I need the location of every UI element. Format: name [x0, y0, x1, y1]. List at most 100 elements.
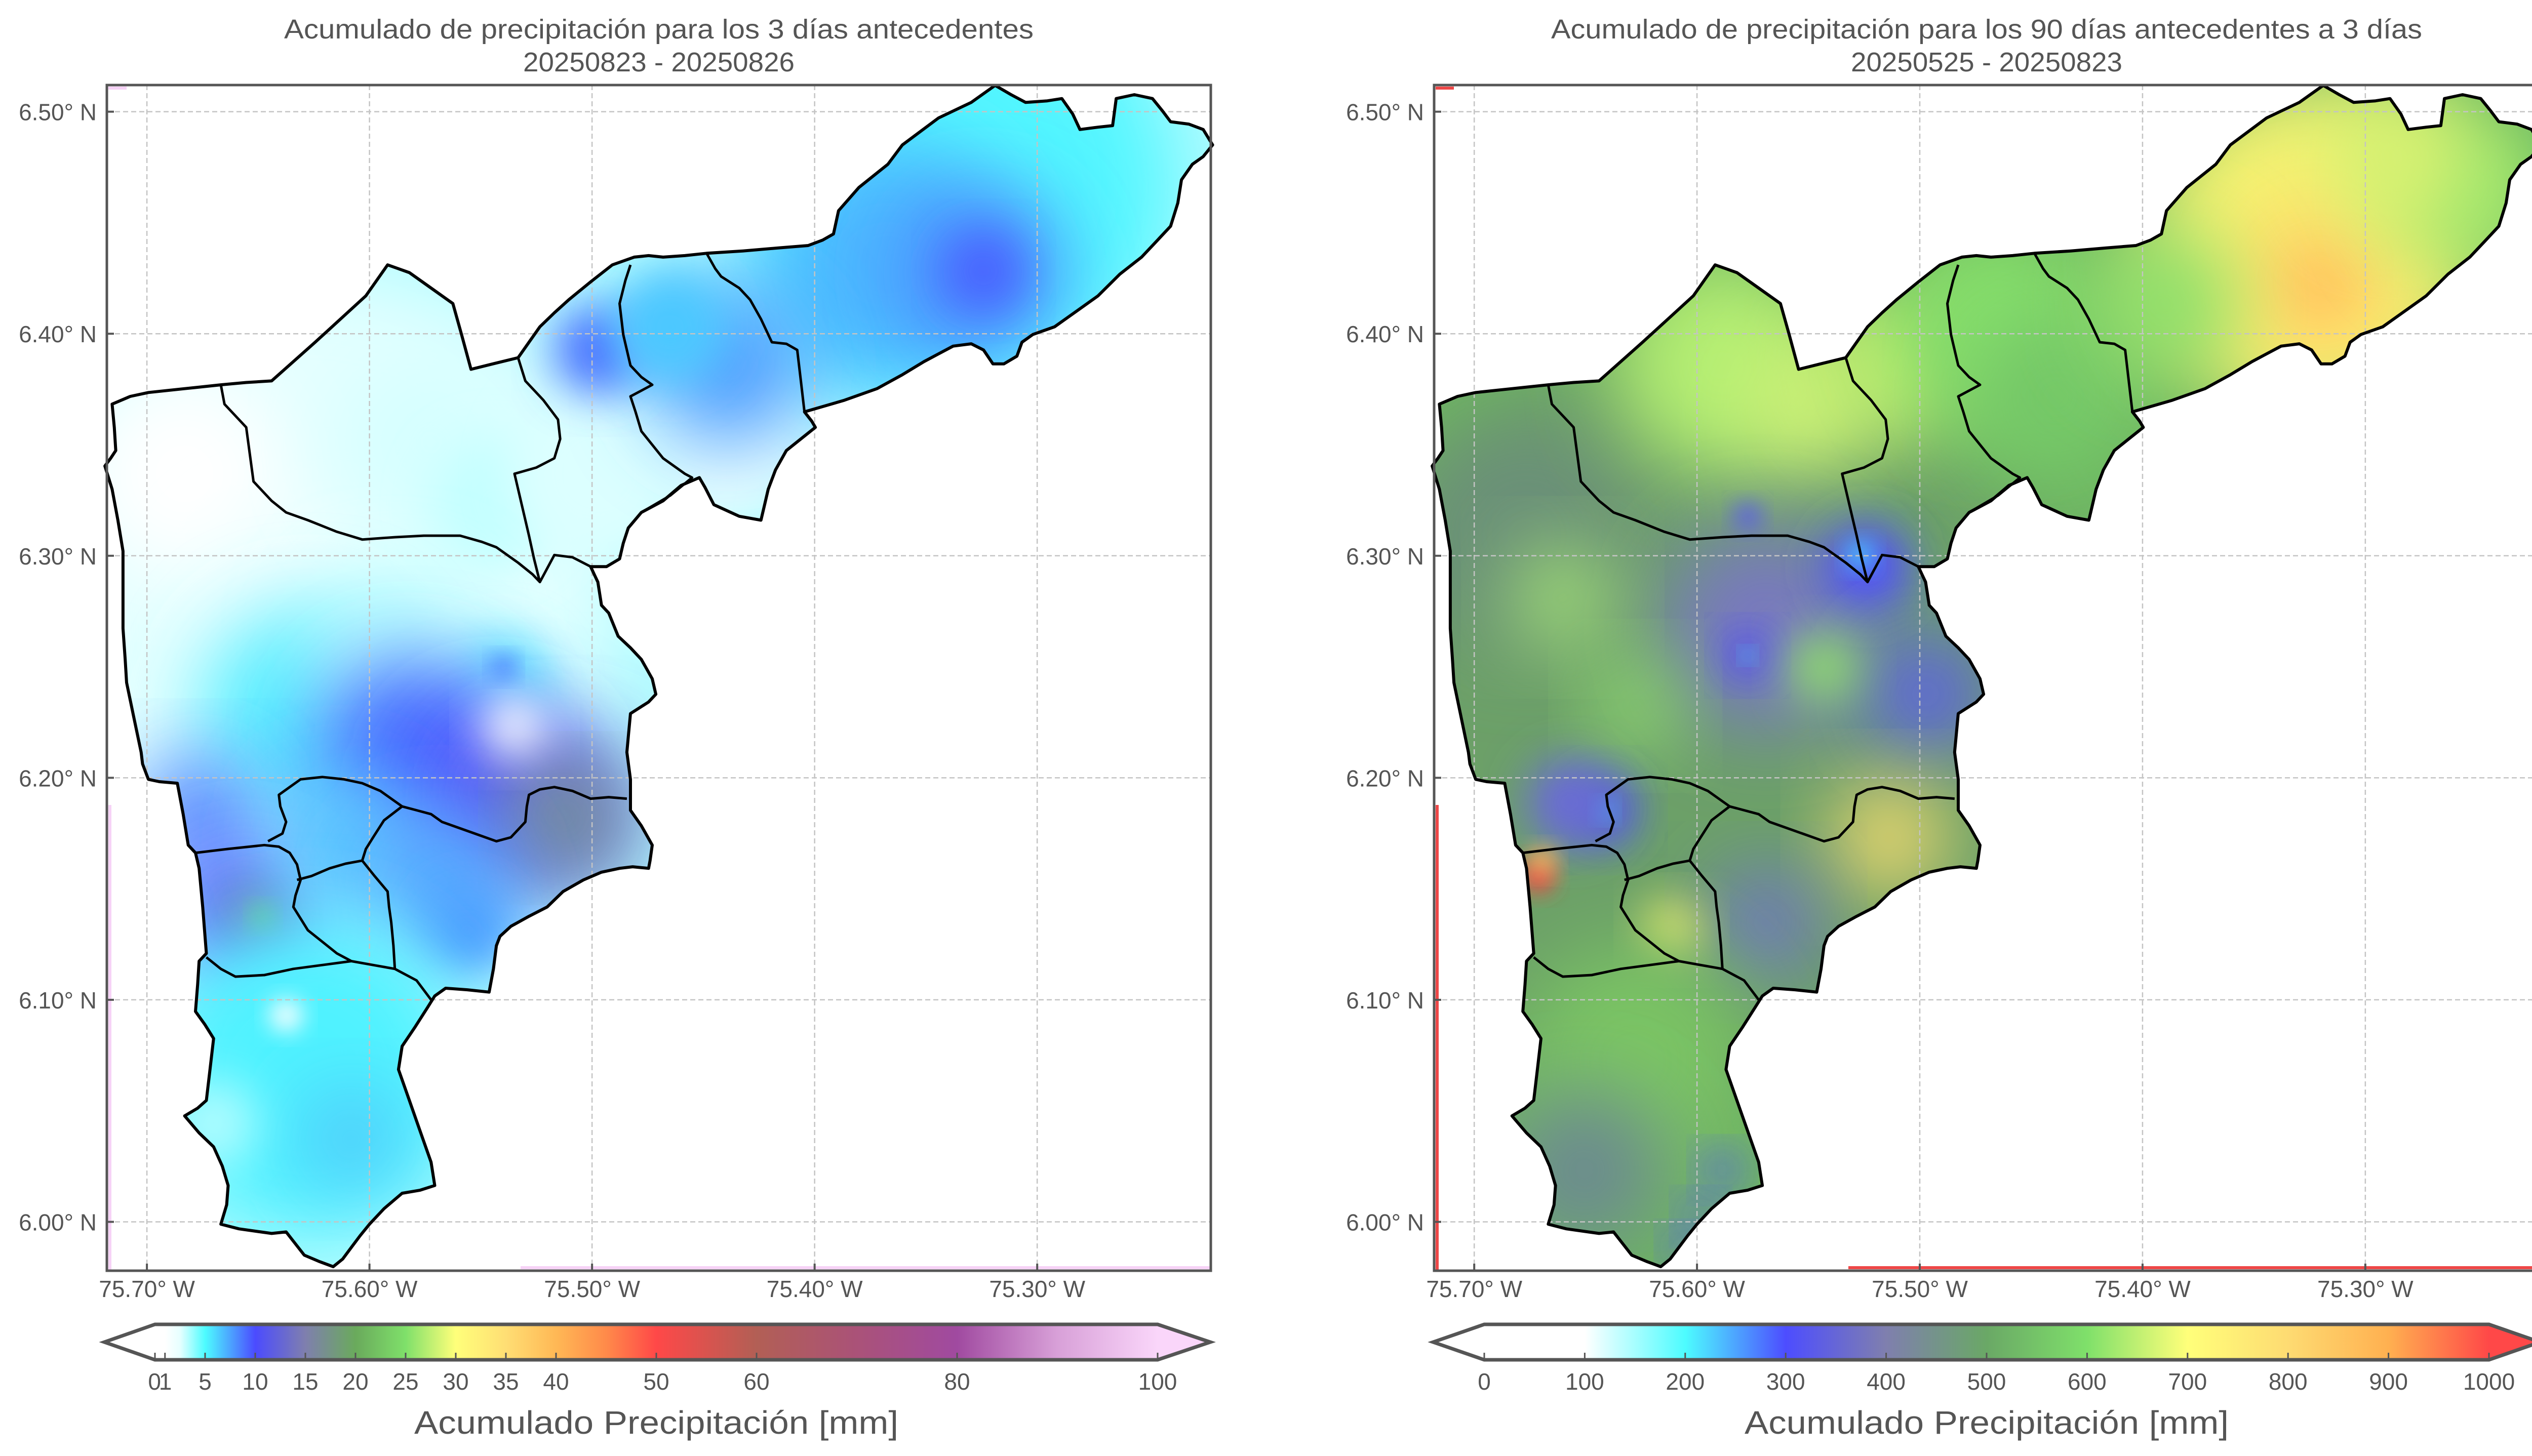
sub-basin-boundary [618, 264, 694, 514]
basin-outline [1431, 84, 2532, 1269]
y-tick-label: 6.40° N [19, 321, 97, 347]
sub-basin-boundary [1624, 859, 1690, 881]
field-blob [522, 774, 609, 862]
field-blob [1969, 309, 2144, 483]
sub-basin-boundary [296, 859, 363, 881]
field-blob [1867, 636, 1984, 752]
colorbar-tick-label: 600 [2068, 1368, 2107, 1395]
field-blob [1835, 783, 1944, 892]
sub-basin-boundary [361, 805, 403, 969]
map-plot-area: 75.70° W 75.60° W 75.50° W 75.40° W 75.30° W… [19, 84, 1214, 1302]
field-blob [1734, 503, 1761, 530]
map-date-range: 20250525 - 20250823 [1851, 47, 2122, 77]
y-tick-label: 6.50° N [1346, 99, 1424, 126]
y-tick-label: 6.50° N [19, 99, 97, 126]
y-tick-label: 6.20° N [1346, 765, 1424, 791]
sub-basin-boundary [1595, 776, 1955, 843]
colorbar-extend-high [1158, 1324, 1210, 1360]
field-blob [1642, 901, 1701, 959]
y-tick-label: 6.30° N [1346, 543, 1424, 570]
colorbar-tick-label: 100 [1138, 1368, 1177, 1395]
colorbar-tick-label: 40 [543, 1368, 569, 1395]
colorbar-tick-label: 50 [643, 1368, 669, 1395]
x-tick-label: 75.60° W [322, 1276, 418, 1302]
map-date-range: 20250823 - 20250826 [523, 47, 795, 77]
colorbar-tick-label: 800 [2269, 1368, 2308, 1395]
sub-basin-boundary [205, 956, 432, 1001]
basin-boundaries [103, 84, 1214, 1269]
x-tick-label: 75.30° W [2317, 1276, 2414, 1302]
field-blob [1526, 759, 1614, 846]
field-blob [270, 999, 302, 1031]
map-title: Acumulado de precipitación para los 3 dí… [284, 14, 1034, 45]
x-tick-label: 75.60° W [1649, 1276, 1745, 1302]
colorbar-tick-label: 35 [493, 1368, 519, 1395]
sub-basin-boundary [195, 843, 352, 962]
colorbar-tick-label: 60 [743, 1368, 769, 1395]
field-blob [493, 656, 515, 678]
field-blob [482, 693, 547, 758]
field-blob [2284, 248, 2358, 320]
x-tick-label: 75.50° W [544, 1276, 640, 1302]
sub-basin-boundary [705, 253, 806, 412]
edge-strip-top [1436, 87, 1454, 90]
map-panel-90-day: Acumulado de precipitación para los 90 d… [1346, 14, 2532, 1441]
field-blob [1788, 631, 1861, 704]
sub-basin-boundary [1533, 956, 1760, 1001]
y-tick-label: 6.10° N [1346, 987, 1424, 1014]
colorbar-tick-label: 0 [148, 1368, 161, 1395]
y-tick-label: 6.40° N [1346, 321, 1424, 347]
colorbar-label: Acumulado Precipitación [mm] [414, 1404, 898, 1441]
map-panel-3-day: Acumulado de precipitación para los 3 dí… [19, 14, 1216, 1441]
colorbar-tick-label: 15 [292, 1368, 318, 1395]
sub-basin-boundary [513, 357, 562, 583]
field-blob [300, 1088, 402, 1190]
colorbar-tick-label: 1000 [2463, 1368, 2515, 1395]
colorbar-tick-label: 10 [242, 1368, 268, 1395]
colorbar-tick-label: 400 [1867, 1368, 1906, 1395]
colorbar-tick-label: 5 [199, 1368, 212, 1395]
y-tick-label: 6.00° N [19, 1209, 97, 1236]
edge-strip-bottom [521, 1266, 1211, 1269]
colorbar-tick-label: 1 [159, 1368, 172, 1395]
map-plot-area: 75.70° W 75.60° W 75.50° W 75.40° W 75.30° W… [1346, 84, 2532, 1302]
colorbar-extend-high [2489, 1324, 2532, 1360]
colorbar-tick-label: 100 [1565, 1368, 1604, 1395]
sub-basin-boundary [1841, 357, 1889, 583]
colorbar-tick-label: 20 [342, 1368, 368, 1395]
sub-basin-boundary [2033, 253, 2134, 412]
field-blob [1824, 523, 1911, 611]
field-blob [1742, 650, 1754, 662]
colorbar-extend-low [104, 1324, 155, 1360]
field-blob [1704, 1152, 1741, 1188]
sub-basin-boundary [1522, 843, 1680, 962]
colorbar-extend-low [1433, 1324, 1484, 1360]
field-blob [253, 906, 273, 926]
edge-strip-left [1436, 805, 1439, 1271]
edge-strip-left [108, 805, 111, 1271]
y-tick-label: 6.30° N [19, 543, 97, 570]
edge-strip-top [108, 87, 127, 90]
axes-frame [105, 84, 1212, 1272]
colorbar-tick-label: 80 [944, 1368, 970, 1395]
colorbar-tick-label: 25 [392, 1368, 418, 1395]
axes-frame [1433, 84, 2532, 1272]
map-title: Acumulado de precipitación para los 90 d… [1551, 14, 2422, 45]
sub-basin-boundary [1688, 805, 1731, 969]
field-blob [2092, 231, 2238, 376]
field-blob [1529, 847, 1556, 874]
colorbar-label: Acumulado Precipitación [mm] [1745, 1404, 2229, 1441]
colorbar-tick-label: 700 [2168, 1368, 2207, 1395]
field-blob [1512, 547, 1614, 649]
field-blob [105, 372, 286, 576]
colorbar-tick-label: 30 [443, 1368, 468, 1395]
y-tick-label: 6.20° N [19, 765, 97, 791]
colorbar-tick-label: 200 [1666, 1368, 1705, 1395]
x-tick-label: 75.50° W [1872, 1276, 1968, 1302]
x-tick-label: 75.70° W [99, 1276, 195, 1302]
sub-basin-boundary [267, 776, 627, 843]
y-tick-label: 6.00° N [1346, 1209, 1424, 1236]
field-blob [612, 269, 729, 385]
precipitation-field [105, 85, 1213, 1267]
